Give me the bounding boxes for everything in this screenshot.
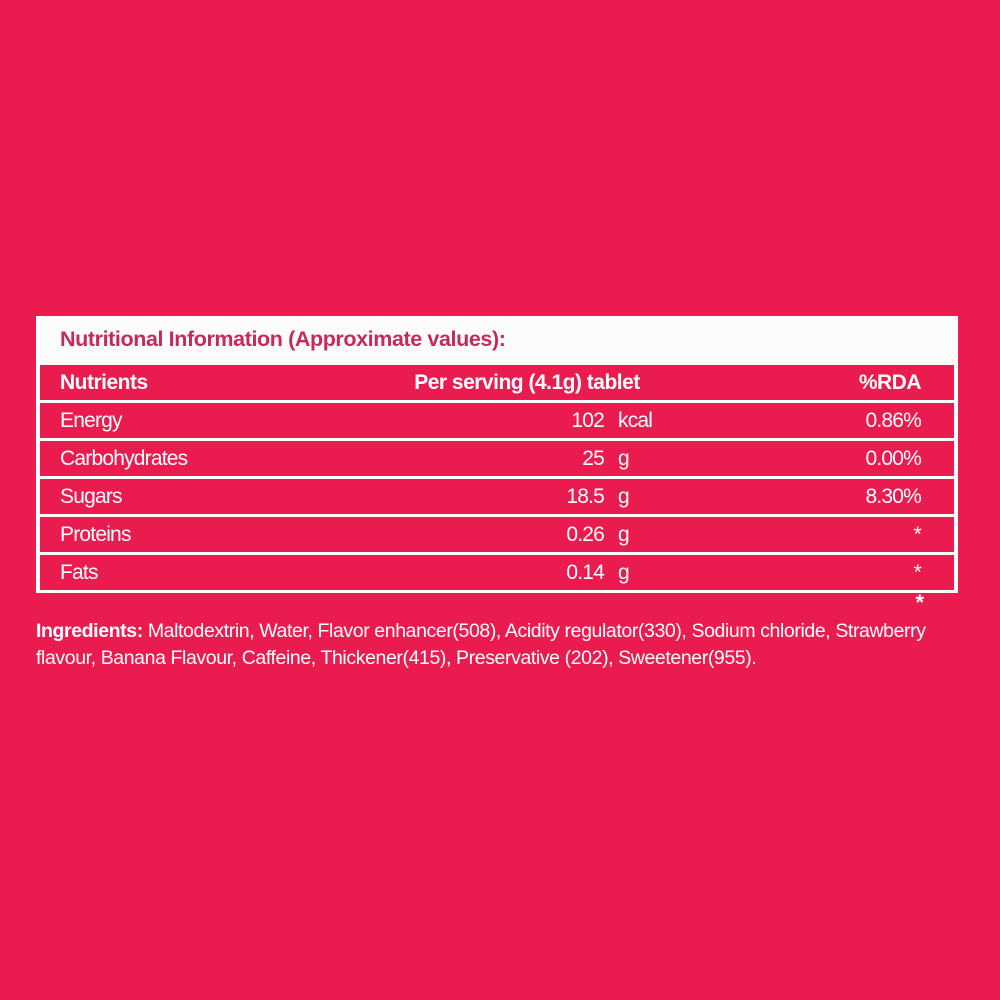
- page-title: Nutritional Information (Approximate val…: [60, 326, 506, 351]
- table-row: Energy 102 kcal 0.86%: [40, 403, 954, 438]
- footnote-asterisk: *: [915, 590, 924, 615]
- ingredients-label: Ingredients:: [36, 620, 143, 642]
- nutrient-name: Sugars: [60, 484, 123, 508]
- nutrient-rda: 8.30%: [865, 484, 921, 508]
- header-nutrients: Nutrients: [60, 370, 148, 394]
- nutrient-unit: g: [618, 484, 630, 508]
- nutrient-rda: 0.00%: [865, 446, 921, 470]
- nutrient-rda: 0.86%: [865, 408, 921, 432]
- header-per-serving: Per serving (4.1g) tablet: [414, 370, 640, 394]
- nutrient-unit: g: [618, 522, 630, 546]
- nutrient-name: Energy: [60, 408, 123, 432]
- nutrient-value: 102: [571, 408, 604, 432]
- nutrient-value: 18.5: [566, 484, 604, 508]
- header-rda: %RDA: [858, 370, 922, 394]
- nutrient-value: 0.26: [566, 522, 604, 546]
- nutrient-value: 25: [582, 446, 605, 470]
- table-row: Proteins 0.26 g *: [40, 517, 954, 552]
- table-header-row: Nutrients Per serving (4.1g) tablet %RDA: [40, 365, 954, 400]
- ingredients-paragraph: Ingredients: Maltodextrin, Water, Flavor…: [36, 618, 962, 672]
- nutrient-unit: g: [618, 560, 630, 584]
- nutrient-value: 0.14: [566, 560, 604, 584]
- table-row: Fats 0.14 g *: [40, 555, 954, 590]
- nutrient-rda: *: [913, 522, 922, 546]
- nutrient-unit: g: [618, 446, 630, 470]
- nutrient-unit: kcal: [618, 408, 653, 432]
- table-row: Carbohydrates 25 g 0.00%: [40, 441, 954, 476]
- nutrient-name: Fats: [60, 560, 98, 584]
- nutrient-name: Carbohydrates: [60, 446, 188, 470]
- nutrient-rda: *: [913, 560, 922, 584]
- ingredients-text: Maltodextrin, Water, Flavor enhancer(508…: [36, 620, 926, 669]
- nutrition-table: Nutrients Per serving (4.1g) tablet %RDA…: [36, 362, 958, 593]
- nutrition-panel-title-band: Nutritional Information (Approximate val…: [36, 316, 958, 362]
- table-row: Sugars 18.5 g 8.30%: [40, 479, 954, 514]
- nutrient-name: Proteins: [60, 522, 131, 546]
